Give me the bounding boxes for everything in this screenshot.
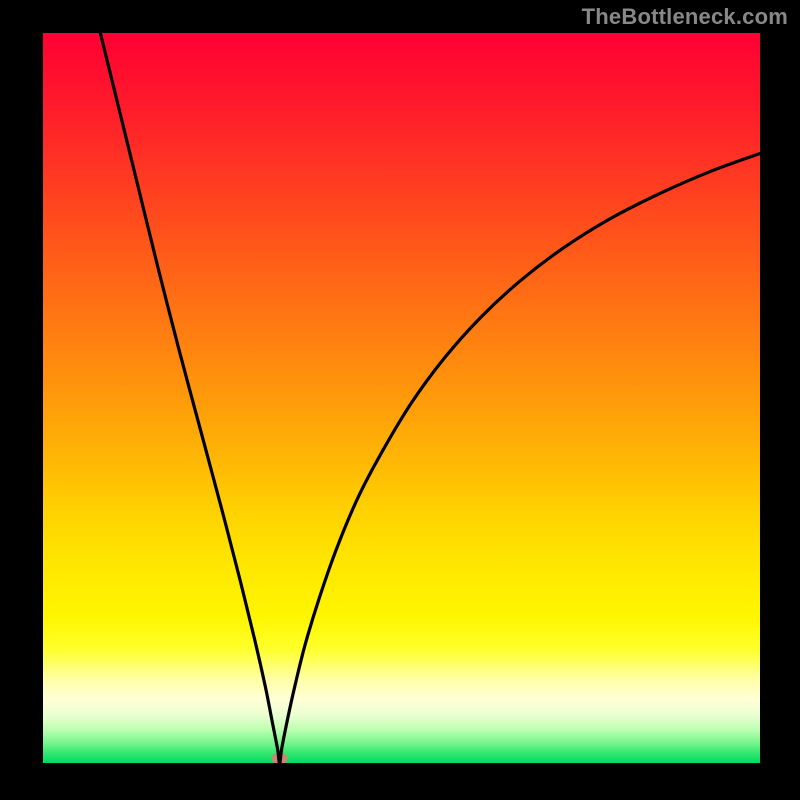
chart-container: TheBottleneck.com [0,0,800,800]
watermark-text: TheBottleneck.com [582,4,788,30]
chart-svg [0,0,800,800]
plot-background-gradient [43,33,760,763]
